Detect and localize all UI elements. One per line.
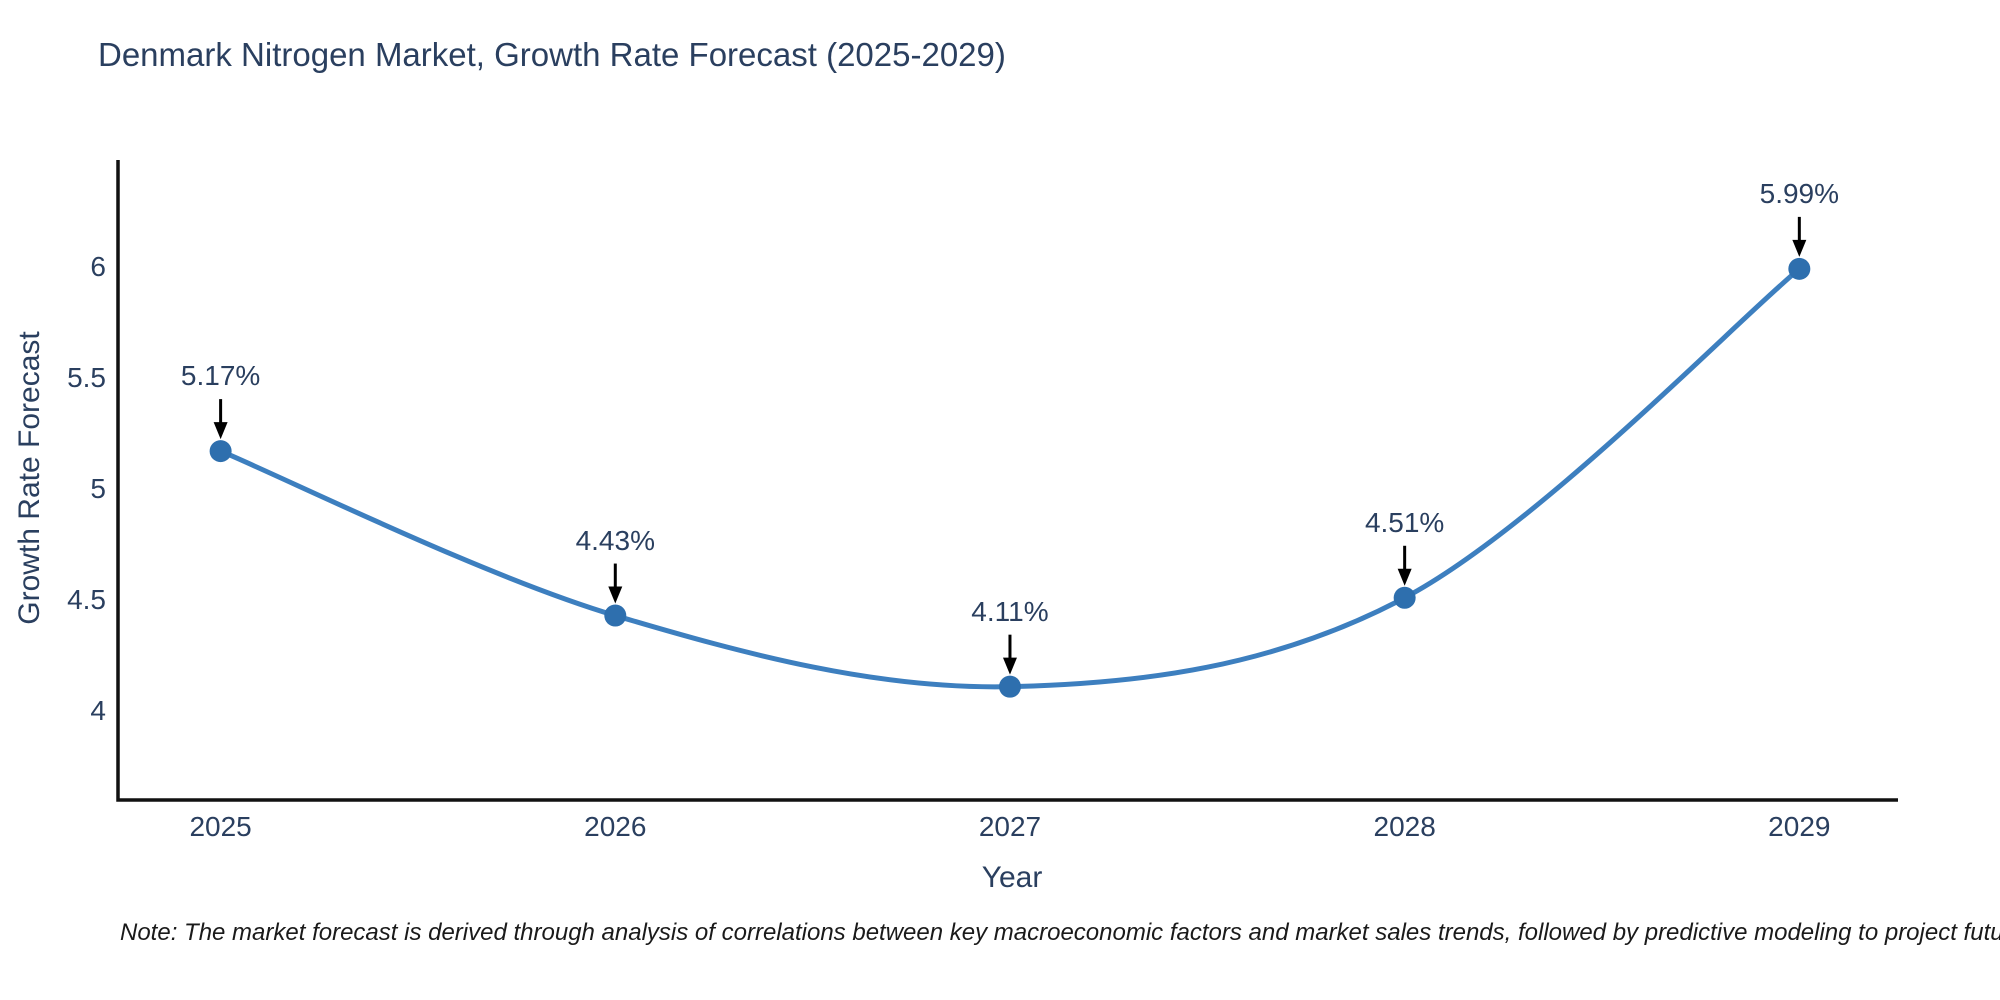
x-axis-title: Year xyxy=(981,861,1043,894)
data-point-label: 4.51% xyxy=(1364,506,1445,538)
data-point-marker xyxy=(604,604,627,627)
x-axis-tick-label: 2027 xyxy=(978,811,1042,842)
footnote: Note: The market forecast is derived thr… xyxy=(120,919,2000,946)
y-axis-tick-label: 5.5 xyxy=(67,361,106,393)
annotation-arrow-head xyxy=(1792,239,1807,257)
x-axis-tick-label: 2028 xyxy=(1373,811,1436,842)
data-point-marker xyxy=(1393,586,1416,609)
data-point-label: 4.11% xyxy=(971,595,1049,627)
y-axis-tick-label: 4 xyxy=(90,695,106,727)
data-point-label: 5.17% xyxy=(180,360,261,392)
y-axis-tick-label: 5 xyxy=(90,472,106,504)
y-axis-tick-label: 6 xyxy=(90,250,106,282)
x-axis-tick-label: 2026 xyxy=(584,811,647,842)
data-point-marker xyxy=(998,675,1021,698)
data-point-marker xyxy=(1788,257,1811,280)
annotation-arrow-head xyxy=(1397,568,1412,586)
x-axis-tick-label: 2025 xyxy=(189,811,252,842)
annotation-arrow-head xyxy=(213,422,228,440)
y-axis-tick-label: 4.5 xyxy=(67,584,106,615)
axis-lines xyxy=(116,160,1898,802)
chart-title: Denmark Nitrogen Market, Growth Rate For… xyxy=(98,36,1006,73)
annotation-arrow-head xyxy=(1002,657,1017,675)
x-axis-tick-label: 2029 xyxy=(1768,811,1831,842)
y-axis-title: Growth Rate Forecast xyxy=(13,331,46,625)
data-point-label: 5.99% xyxy=(1759,177,1840,209)
annotation-arrow-head xyxy=(608,586,623,604)
data-point-marker xyxy=(209,440,232,463)
data-point-label: 4.43% xyxy=(575,524,655,556)
